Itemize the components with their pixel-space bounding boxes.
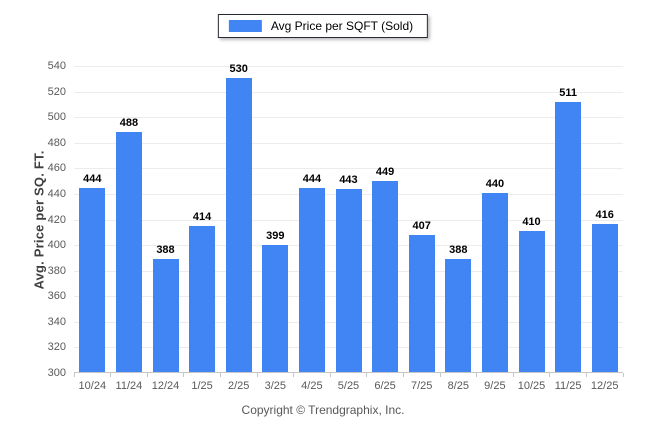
- y-axis-tick-label: 440: [47, 187, 66, 200]
- y-axis-tick-label: 480: [47, 136, 66, 149]
- x-axis-tick-mark: [366, 373, 368, 377]
- x-axis-tick-label: 3/25: [264, 380, 286, 392]
- x-axis-tick-mark: [146, 373, 148, 377]
- x-axis-tick-label: 12/24: [151, 380, 180, 392]
- x-axis-tick-mark: [256, 373, 258, 377]
- gridline: [74, 142, 623, 144]
- bar-value-label: 410: [522, 216, 541, 229]
- bar: [408, 235, 435, 372]
- bar-value-label: 530: [229, 62, 248, 75]
- bar-value-label: 444: [302, 172, 322, 185]
- x-axis-tick-mark: [293, 373, 295, 377]
- x-axis-tick-label: 4/25: [301, 380, 323, 392]
- y-axis-tick-label: 540: [47, 60, 66, 72]
- bar-value-label: 416: [595, 208, 614, 221]
- x-axis-tick-label: 10/24: [78, 380, 107, 392]
- x-axis-tick-mark: [476, 373, 478, 377]
- bar: [225, 77, 252, 372]
- y-axis-tick-label: 400: [47, 239, 66, 252]
- bar-value-label: 388: [449, 244, 468, 257]
- bar: [115, 131, 142, 372]
- x-axis-tick-mark: [329, 373, 331, 377]
- bar-value-label: 444: [83, 172, 102, 185]
- bar: [372, 181, 399, 372]
- bar: [335, 189, 362, 372]
- gridline: [74, 66, 623, 67]
- x-axis-tick-label: 11/25: [554, 380, 582, 392]
- bar-value-label: 440: [485, 177, 505, 190]
- x-axis-tick-label: 5/25: [337, 380, 360, 392]
- x-axis-line: [74, 372, 623, 373]
- y-axis-tick-label: 320: [47, 341, 66, 354]
- bar-value-label: 399: [266, 230, 285, 243]
- x-axis-tick-mark: [585, 373, 587, 377]
- legend-swatch-icon: [228, 20, 262, 32]
- y-axis-tick-label: 360: [47, 290, 66, 303]
- legend-label: Avg Price per SQFT (Sold): [270, 19, 414, 33]
- x-axis-tick-mark: [73, 373, 75, 377]
- bar: [481, 192, 508, 372]
- x-axis-tick-mark: [110, 373, 112, 377]
- x-axis-tick-label: 1/25: [191, 380, 213, 392]
- gridline: [74, 168, 623, 170]
- bar: [262, 245, 289, 372]
- bar-value-label: 488: [119, 116, 139, 129]
- bar-value-label: 511: [559, 87, 577, 100]
- y-axis-tick-label: 340: [47, 315, 66, 328]
- x-axis-tick-mark: [219, 373, 221, 377]
- copyright-text: Copyright © Trendgraphix, Inc.: [241, 403, 405, 417]
- x-axis-tick-label: 6/25: [374, 380, 396, 392]
- bar-value-label: 449: [375, 166, 395, 179]
- bar: [298, 187, 325, 372]
- x-axis-tick-label: 9/25: [484, 380, 506, 392]
- bar: [152, 259, 179, 372]
- x-axis-tick-label: 7/25: [410, 380, 433, 392]
- gridline: [74, 117, 623, 119]
- bar: [189, 226, 216, 372]
- x-axis-tick-mark: [183, 373, 185, 377]
- x-axis-tick-mark: [622, 373, 624, 377]
- gridline: [74, 91, 623, 93]
- x-axis-tick-mark: [439, 373, 441, 377]
- chart-legend: Avg Price per SQFT (Sold): [217, 14, 429, 38]
- x-axis-tick-mark: [402, 373, 404, 377]
- y-axis-tick-label: 420: [47, 213, 66, 226]
- bar-value-label: 414: [192, 211, 212, 224]
- x-axis-tick-label: 12/25: [590, 380, 619, 392]
- bar: [79, 187, 106, 372]
- y-axis-tick-label: 380: [47, 264, 66, 277]
- x-axis-tick-mark: [512, 373, 514, 377]
- bar-value-label: 407: [412, 220, 431, 233]
- bar: [591, 223, 618, 372]
- y-axis-tick-label: 500: [47, 111, 66, 124]
- bar: [518, 231, 545, 372]
- x-axis-tick-label: 10/25: [517, 380, 546, 392]
- bar-value-label: 443: [339, 174, 358, 187]
- y-axis-tick-label: 520: [47, 85, 66, 98]
- x-axis-tick-label: 2/25: [227, 380, 250, 392]
- x-axis-tick-mark: [549, 373, 551, 377]
- plot-area: 300 320 340 360 380 400 420 440 460 480 500 520 540 4…: [48, 60, 624, 392]
- bar: [555, 102, 582, 372]
- y-axis-tick-label: 300: [47, 367, 66, 379]
- x-axis-tick-label: 11/24: [115, 380, 143, 392]
- x-axis-tick-label: 8/25: [447, 380, 469, 392]
- bar-value-label: 388: [156, 244, 175, 257]
- y-axis-tick-label: 460: [47, 162, 66, 175]
- bar: [445, 259, 472, 372]
